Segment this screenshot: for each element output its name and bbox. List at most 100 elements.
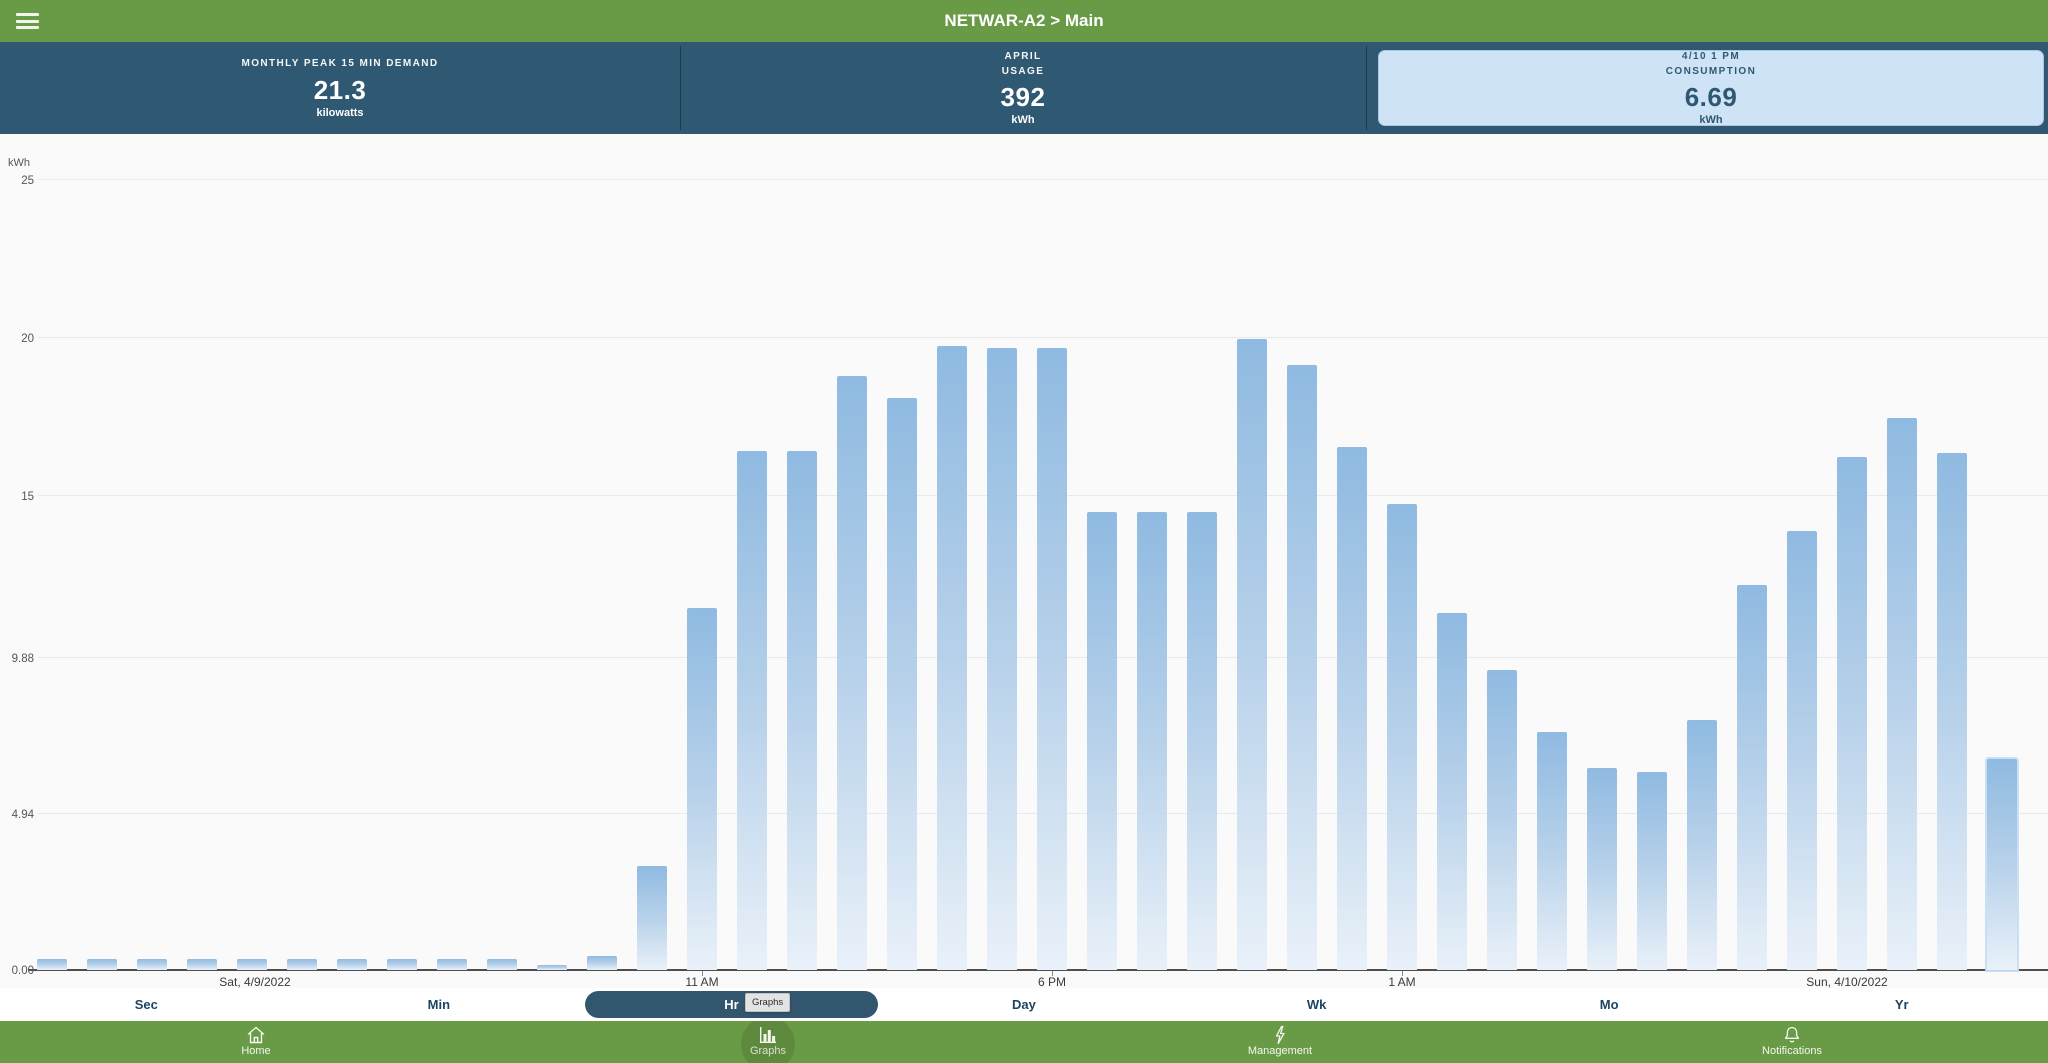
stats-bar: MONTHLY PEAK 15 MIN DEMAND 21.3 kilowatts A… [0,42,2048,134]
lightning-icon [1269,1025,1291,1045]
consumption-bar[interactable] [987,348,1017,970]
nav-label: Notifications [1762,1045,1822,1057]
stat-value: 392 [1000,82,1046,112]
nav-item-management[interactable]: Management [1024,1021,1536,1063]
consumption-bar[interactable] [1987,759,2017,970]
consumption-bar[interactable] [137,959,167,970]
x-axis-tick-label: Sat, 4/9/2022 [219,975,291,989]
consumption-bar[interactable] [87,959,117,970]
stat-label: APRIL USAGE [1001,51,1045,77]
nav-item-home[interactable]: Home [0,1021,512,1063]
consumption-bar[interactable] [1787,531,1817,970]
x-axis-tick-label: 1 AM [1388,975,1416,989]
stat-label: MONTHLY PEAK 15 MIN DEMAND [241,58,439,70]
bottom-nav-bar: Home Graphs Management Notifications [0,1021,2048,1063]
consumption-bar[interactable] [337,959,367,970]
top-app-bar: NETWAR-A2 > Main [0,0,2048,42]
consumption-bar[interactable] [237,959,267,970]
consumption-bar[interactable] [1337,447,1367,970]
tab-label: Wk [1306,997,1327,1012]
stat-card[interactable]: APRIL USAGE 392 kWh [680,42,1366,134]
y-axis-unit-label: kWh [8,157,30,169]
y-axis-tick-label: 15 [21,491,34,503]
nav-label: Management [1247,1045,1313,1057]
consumption-bar[interactable] [587,956,617,970]
consumption-bar[interactable] [1637,772,1667,970]
stat-card[interactable]: MONTHLY PEAK 15 MIN DEMAND 21.3 kilowatts [0,42,680,134]
consumption-bar[interactable] [1137,512,1167,970]
tab-yr[interactable]: Yr [1755,988,2048,1021]
y-axis-tick-label: 9.88 [11,652,34,665]
consumption-bar[interactable] [537,965,567,970]
consumption-bar[interactable] [1887,418,1917,970]
consumption-bar[interactable] [437,959,467,970]
y-axis-tick-label: 4.94 [11,808,34,821]
consumption-bar[interactable] [187,959,217,970]
chart-plot: 25 20 15 9.88 4.94 0.00 [0,135,2048,977]
x-axis-labels: Sat, 4/9/2022 11 AM 6 PM 1 AM Sun, 4/10/2022 [0,970,2048,990]
consumption-bar[interactable] [487,959,517,970]
consumption-bar[interactable] [1937,453,1967,970]
hamburger-menu-icon[interactable] [16,13,42,31]
tab-mo[interactable]: Mo [1463,988,1756,1021]
x-axis-tick-label: 6 PM [1037,975,1067,989]
y-gridline [38,337,2048,338]
consumption-bar[interactable] [1537,732,1567,970]
consumption-bar[interactable] [287,959,317,970]
consumption-bar[interactable] [1437,613,1467,970]
tab-label: Mo [1599,997,1619,1012]
stat-value: 21.3 [313,74,367,105]
nav-item-graphs[interactable]: Graphs [512,1021,1024,1063]
consumption-bar[interactable] [1037,348,1067,970]
nav-item-notifications[interactable]: Notifications [1536,1021,2048,1063]
consumption-bar[interactable] [1837,457,1867,970]
graphs-tooltip: Graphs [745,993,791,1012]
stat-value: 6.69 [1684,82,1738,112]
tab-wk[interactable]: Wk [1170,988,1463,1021]
stats-divider [1366,46,1367,130]
tab-min[interactable]: Min [293,988,586,1021]
consumption-bar[interactable] [787,451,817,970]
consumption-bar[interactable] [1687,720,1717,970]
consumption-bar[interactable] [387,959,417,970]
tab-hr[interactable]: Hr [585,988,878,1021]
consumption-bar[interactable] [1237,339,1267,970]
tab-day[interactable]: Day [878,988,1171,1021]
consumption-bar[interactable] [637,866,667,970]
stat-unit: kWh [1699,114,1723,126]
tab-sec[interactable]: Sec [0,988,293,1021]
y-axis-tick-label: 0.00 [11,965,34,977]
consumption-bar[interactable] [1087,512,1117,970]
timescale-tab-bar: Sec Min Hr Day Wk Mo Yr [0,988,2048,1021]
consumption-bar[interactable] [1487,670,1517,970]
y-gridline [38,179,2048,180]
x-axis-line [28,969,2048,971]
x-axis-tick [1401,971,1403,976]
stat-card[interactable]: 4/10 1 PM CONSUMPTION 6.69 kWh [1378,50,2044,126]
tab-label: Hr [724,997,739,1012]
consumption-bar[interactable] [1187,512,1217,970]
consumption-bar[interactable] [837,376,867,970]
stat-label: 4/10 1 PM CONSUMPTION [1665,51,1757,77]
consumption-bar[interactable] [1387,504,1417,970]
x-axis-tick-label: 11 AM [685,975,719,989]
consumption-bar[interactable] [37,959,67,970]
bell-icon [1781,1025,1803,1045]
nav-label: Graphs [749,1045,787,1057]
stat-unit: kilowatts [316,106,364,119]
consumption-bar[interactable] [737,451,767,970]
stat-unit: kWh [1011,114,1035,126]
consumption-bar[interactable] [937,346,967,970]
consumption-bar[interactable] [687,608,717,970]
page-title: NETWAR-A2 > Main [944,11,1104,30]
tab-label: Yr [1894,997,1909,1012]
consumption-bar[interactable] [1287,365,1317,970]
y-axis-tick-label: 20 [21,333,34,345]
x-axis-tick [1051,971,1053,976]
tab-label: Sec [134,997,158,1012]
active-tab-pill [585,991,878,1018]
consumption-bar[interactable] [1587,768,1617,970]
consumption-bar[interactable] [1737,585,1767,970]
consumption-bar[interactable] [887,398,917,970]
